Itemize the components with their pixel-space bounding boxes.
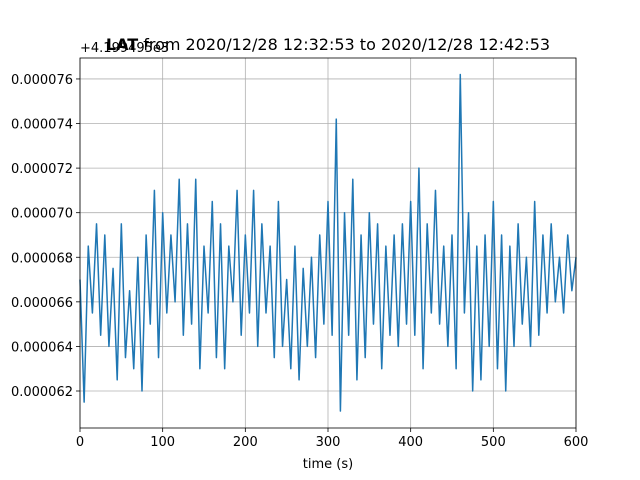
title-rest: from 2020/12/28 12:32:53 to 2020/12/28 1… bbox=[143, 35, 550, 54]
y-tick-label: 0.000064 bbox=[11, 340, 73, 355]
y-tick-label: 0.000074 bbox=[11, 118, 73, 133]
x-tick-label: 600 bbox=[564, 435, 589, 450]
chart-title: LAT from 2020/12/28 12:32:53 to 2020/12/… bbox=[106, 35, 550, 54]
y-tick-label: 0.000072 bbox=[11, 162, 73, 177]
x-tick-label: 100 bbox=[150, 435, 175, 450]
y-tick-label: 0.000062 bbox=[11, 385, 73, 400]
x-axis-label: time (s) bbox=[303, 457, 353, 472]
title-bold: LAT bbox=[106, 35, 138, 54]
plot-frame bbox=[79, 57, 577, 429]
x-tick-label: 500 bbox=[481, 435, 506, 450]
x-tick-label: 300 bbox=[316, 435, 341, 450]
data-line bbox=[79, 73, 577, 412]
y-tick-label: 0.000068 bbox=[11, 251, 73, 266]
y-tick-label: 0.000070 bbox=[11, 207, 73, 222]
x-tick-label: 0 bbox=[76, 435, 84, 450]
y-tick-label: 0.000076 bbox=[11, 73, 73, 88]
offset-text: +4.199495e3 bbox=[80, 41, 169, 56]
x-tick-label: 200 bbox=[233, 435, 258, 450]
y-tick-label: 0.000066 bbox=[11, 296, 73, 311]
x-tick-label: 400 bbox=[398, 435, 423, 450]
